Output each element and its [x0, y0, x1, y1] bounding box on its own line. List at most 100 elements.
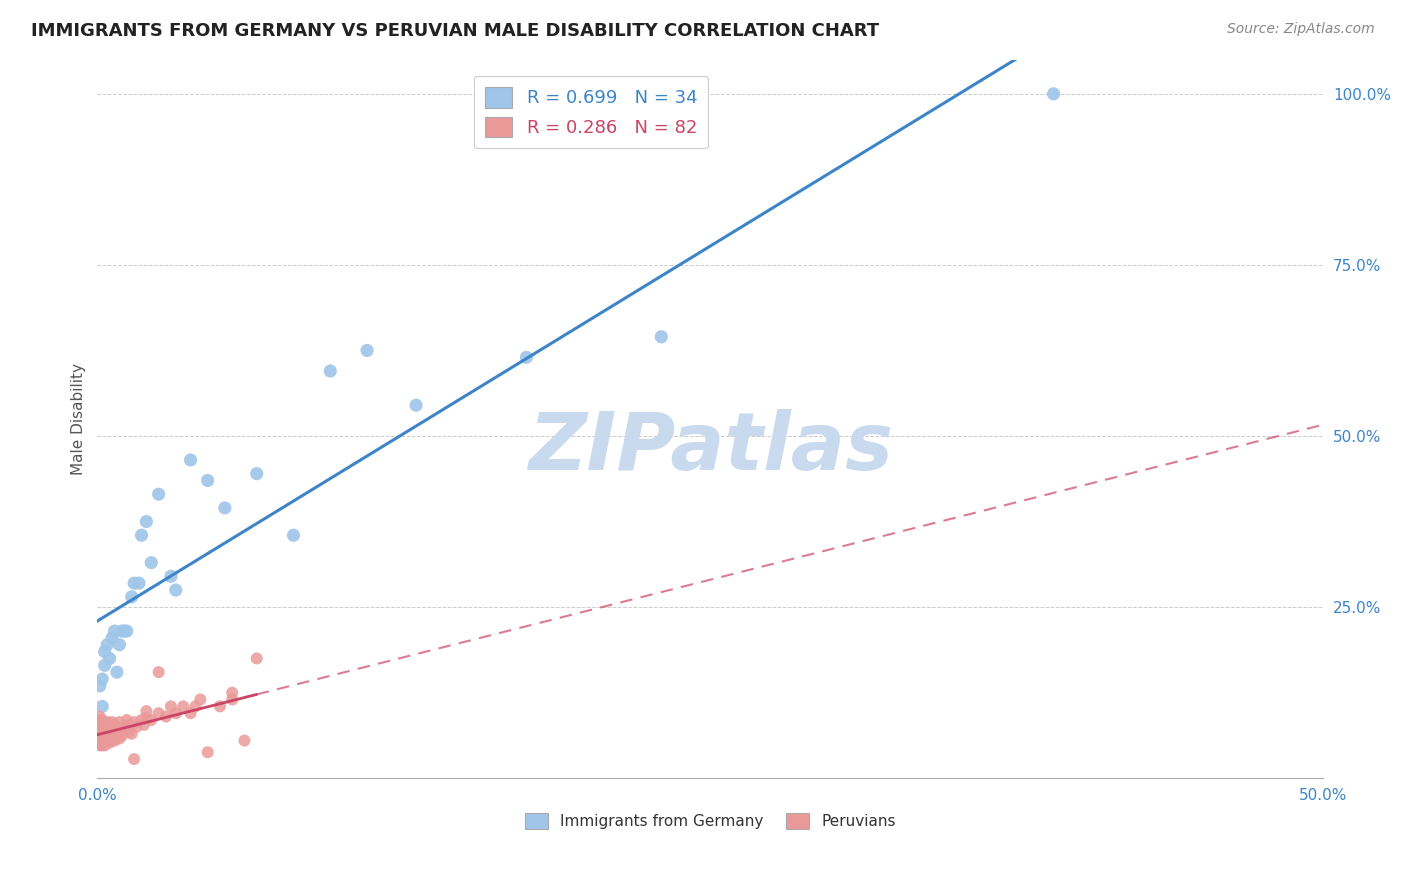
Point — [101, 733, 124, 747]
Point — [155, 709, 177, 723]
Point — [115, 713, 138, 727]
Point — [103, 724, 125, 739]
Point — [111, 722, 134, 736]
Point — [103, 727, 125, 741]
Point — [246, 651, 269, 665]
Point — [135, 704, 157, 718]
Point — [89, 713, 111, 727]
Point — [93, 719, 115, 733]
Point — [184, 699, 207, 714]
Point — [112, 720, 135, 734]
Point — [89, 709, 111, 723]
Point — [172, 699, 194, 714]
Point — [91, 713, 114, 727]
Point — [96, 638, 118, 652]
Point — [515, 351, 537, 365]
Point — [122, 752, 145, 766]
Point — [93, 658, 115, 673]
Point — [91, 731, 114, 746]
Point — [96, 729, 118, 743]
Point — [89, 716, 111, 731]
Point — [93, 729, 115, 743]
Point — [89, 733, 111, 747]
Point — [89, 727, 111, 741]
Point — [111, 729, 134, 743]
Point — [91, 724, 114, 739]
Point — [98, 651, 121, 665]
Point — [105, 729, 128, 743]
Point — [91, 718, 114, 732]
Point — [141, 556, 163, 570]
Point — [128, 576, 150, 591]
Point — [405, 398, 427, 412]
Point — [101, 631, 124, 645]
Point — [141, 713, 163, 727]
Point — [221, 686, 243, 700]
Point — [148, 665, 170, 680]
Point — [283, 528, 305, 542]
Point — [160, 569, 183, 583]
Point — [101, 715, 124, 730]
Point — [101, 729, 124, 743]
Point — [197, 474, 219, 488]
Point — [650, 330, 672, 344]
Point — [91, 733, 114, 747]
Point — [122, 576, 145, 591]
Point — [93, 739, 115, 753]
Point — [89, 733, 111, 747]
Point — [221, 692, 243, 706]
Point — [112, 624, 135, 638]
Point — [93, 645, 115, 659]
Point — [246, 467, 269, 481]
Point — [118, 718, 141, 732]
Point — [180, 706, 202, 721]
Point — [89, 730, 111, 744]
Point — [131, 528, 153, 542]
Point — [91, 720, 114, 734]
Point — [93, 727, 115, 741]
Point — [233, 733, 256, 747]
Point — [96, 722, 118, 736]
Point — [96, 733, 118, 747]
Point — [89, 739, 111, 753]
Point — [121, 727, 143, 741]
Point — [115, 624, 138, 638]
Point — [165, 582, 187, 597]
Point — [188, 692, 211, 706]
Point — [148, 706, 170, 721]
Point — [91, 736, 114, 750]
Point — [132, 718, 155, 732]
Point — [148, 487, 170, 501]
Point — [91, 672, 114, 686]
Point — [93, 731, 115, 746]
Point — [1042, 87, 1064, 101]
Point — [111, 624, 134, 638]
Point — [89, 723, 111, 738]
Text: IMMIGRANTS FROM GERMANY VS PERUVIAN MALE DISABILITY CORRELATION CHART: IMMIGRANTS FROM GERMANY VS PERUVIAN MALE… — [31, 22, 879, 40]
Point — [93, 724, 115, 739]
Point — [105, 665, 128, 680]
Point — [165, 706, 187, 721]
Point — [160, 699, 183, 714]
Point — [93, 722, 115, 736]
Point — [108, 731, 131, 746]
Point — [98, 733, 121, 747]
Point — [105, 722, 128, 736]
Point — [121, 590, 143, 604]
Point — [135, 515, 157, 529]
Point — [108, 715, 131, 730]
Point — [91, 699, 114, 714]
Text: ZIPatlas: ZIPatlas — [527, 409, 893, 487]
Point — [319, 364, 342, 378]
Point — [108, 638, 131, 652]
Y-axis label: Male Disability: Male Disability — [72, 363, 86, 475]
Point — [131, 713, 153, 727]
Point — [98, 724, 121, 739]
Point — [180, 453, 202, 467]
Point — [125, 720, 148, 734]
Point — [96, 720, 118, 734]
Point — [98, 718, 121, 732]
Point — [98, 736, 121, 750]
Point — [96, 727, 118, 741]
Text: Source: ZipAtlas.com: Source: ZipAtlas.com — [1227, 22, 1375, 37]
